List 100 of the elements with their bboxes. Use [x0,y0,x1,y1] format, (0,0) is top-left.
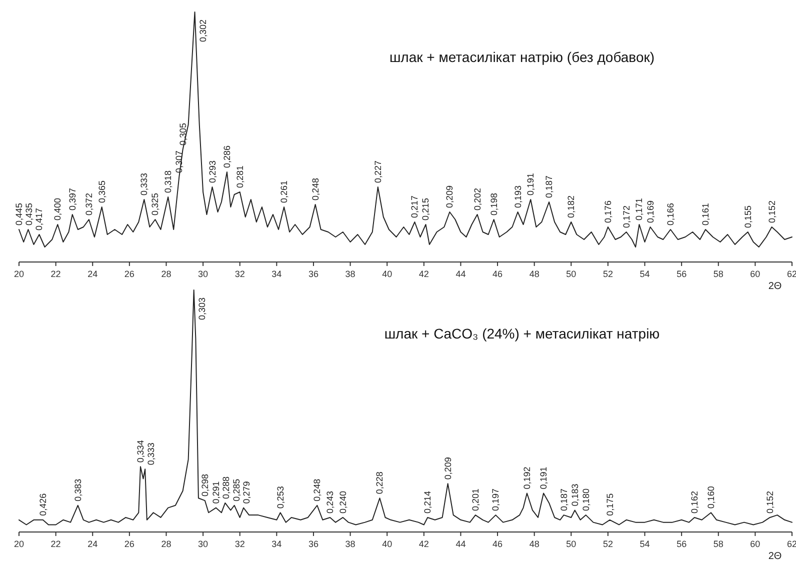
text: шлак + метасилікат натрію (без добавок) [389,49,655,65]
x-tick-label: 26 [124,269,134,279]
annotation: 0,435 [24,202,34,226]
annotation: 0,291 [210,481,221,504]
annotation: 0,334 [135,440,146,463]
x-tick-label: 24 [88,269,98,279]
annotation: 0,169 [645,200,656,223]
x-tick-label: 54 [640,539,650,549]
x-tick-label: 56 [676,539,687,549]
x-tick-label: 38 [345,539,356,549]
annotation: 0,162 [689,490,700,514]
x-tick-label: 58 [713,269,724,279]
annotation: 0,183 [570,484,580,506]
x-tick-label: 22 [50,269,61,279]
annotation: 0,152 [766,200,777,223]
annotation: 0,426 [38,493,48,516]
annotation: 0,318 [163,170,174,193]
annotation: 0,293 [207,160,218,183]
annotation: 0,279 [242,481,252,504]
x-axis-title: 2Θ [768,551,782,562]
annotation: 0,333 [146,442,156,466]
x-tick-label: 22 [50,539,61,549]
x-tick-label: 36 [308,539,318,549]
annotation: 0,286 [222,145,232,168]
annotation: 0,182 [566,195,576,218]
annotation: 0,201 [470,488,480,512]
annotation: 0,217 [410,195,420,218]
x-tick-label: 60 [750,539,760,549]
x-tick-label: 20 [14,539,24,549]
x-tick-label: 36 [308,269,318,279]
x-tick-label: 54 [640,269,650,279]
annotation: 0,171 [634,198,644,220]
annotation: 0,192 [522,466,532,490]
x-tick-label: 30 [198,269,208,279]
annotation: 0,365 [96,180,107,203]
x-tick-label: 58 [713,539,724,549]
x-tick-label: 52 [602,539,613,549]
annotation: 0,285 [231,478,242,502]
annotation: 0,397 [67,188,78,210]
x-tick-label: 34 [272,269,282,279]
annotation: 0,161 [700,202,710,226]
text: шлак + CaCO₃ (24%) + метасилікат натрію [384,325,660,342]
annotation: 0,209 [444,185,455,208]
annotation: 0,400 [52,198,63,220]
annotation: 0,193 [512,185,523,208]
annotation: 0,445 [14,202,24,226]
x-tick-label: 50 [566,269,576,279]
x-tick-label: 28 [161,539,172,549]
x-tick-label: 30 [198,539,208,549]
annotation: 0,172 [621,205,632,228]
annotation: 0,325 [150,192,160,216]
annotation: 0,176 [602,200,613,223]
annotation: 0,372 [84,192,94,216]
x-tick-label: 46 [492,269,503,279]
annotation: 0,166 [666,202,676,226]
x-tick-label: 34 [272,539,282,549]
x-tick-label: 42 [418,269,429,279]
x-tick-label: 32 [234,269,245,279]
x-tick-label: 40 [382,539,392,549]
annotation: 0,155 [742,205,753,228]
annotation: 0,240 [338,490,348,514]
annotation: 0,187 [558,488,569,512]
annotation: 0,302 [198,19,208,42]
annotation: 0,288 [221,476,232,499]
x-tick-label: 24 [88,539,98,549]
annotation: 0,160 [706,486,716,509]
annotation: 0,261 [279,180,290,203]
annotation: 0,228 [374,472,385,494]
x-tick-label: 38 [345,269,356,279]
annotation: 0,198 [488,192,499,216]
annotation: 0,333 [139,172,150,196]
annotation: 0,175 [604,493,615,516]
annotation: 0,243 [325,490,336,514]
x-tick-label: 32 [234,539,245,549]
x-tick-label: 52 [602,269,613,279]
x-tick-label: 50 [566,539,576,549]
annotation: 0,298 [200,474,210,497]
x-tick-label: 40 [382,269,392,279]
x-tick-label: 44 [456,539,466,549]
annotation: 0,281 [234,165,245,188]
annotation: 0,191 [538,466,549,490]
annotation: 0,191 [526,172,536,196]
x-axis-title: 2Θ [768,281,782,292]
x-tick-label: 44 [456,269,466,279]
x-tick-label: 42 [418,539,429,549]
x-tick-label: 28 [161,269,172,279]
annotation: 0,248 [312,478,322,502]
annotation: 0,202 [472,188,482,210]
annotation: 0,248 [310,178,320,200]
annotation: 0,187 [544,175,554,198]
annotation: 0,214 [422,490,433,514]
x-tick-label: 48 [529,269,540,279]
annotation: 0,227 [372,160,383,183]
x-tick-label: 48 [529,539,540,549]
x-tick-label: 60 [750,269,760,279]
x-tick-label: 26 [124,539,134,549]
annotation: 0,417 [34,208,44,230]
x-tick-label: 46 [492,539,503,549]
annotation: 0,253 [275,486,286,509]
annotation: 0,152 [764,490,775,514]
